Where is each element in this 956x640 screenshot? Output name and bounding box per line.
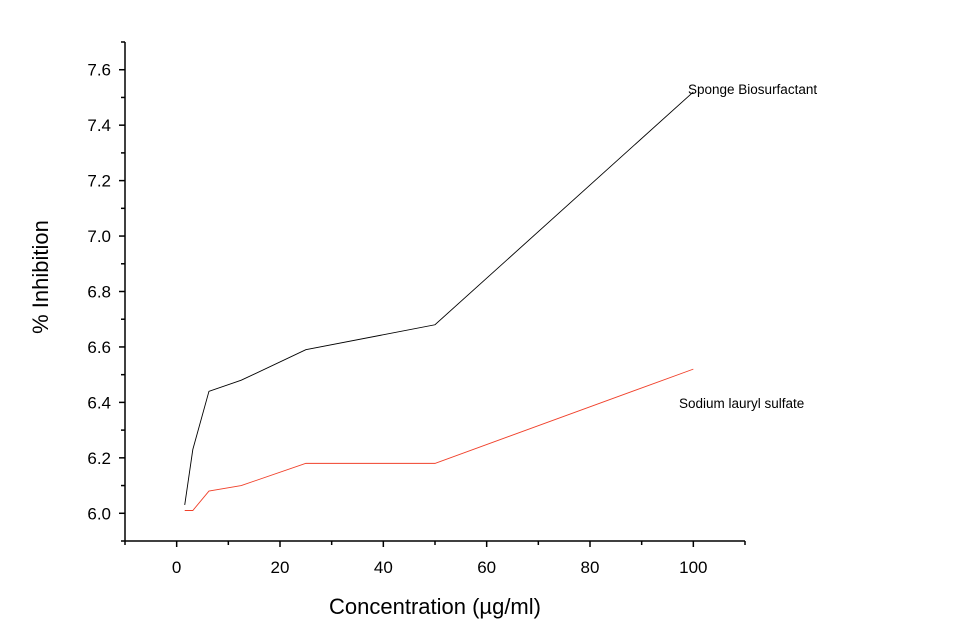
- axes: 0 20 40 60 80 100 6.0 6.2 6.4 6.6 6.8 7.0 7.2 7.4 7.6: [87, 41, 746, 577]
- series-line-sponge-biosurfactant: [184, 91, 694, 506]
- x-tick-label: 20: [271, 558, 290, 577]
- y-tick-label: 7.6: [87, 61, 111, 80]
- x-tick-label: 60: [477, 558, 496, 577]
- series-group: [184, 91, 694, 511]
- series-line-sodium-lauryl-sulfate: [184, 368, 694, 511]
- x-tick-label: 100: [679, 558, 707, 577]
- y-axis-label: % Inhibition: [28, 220, 53, 334]
- x-tick-label: 80: [581, 558, 600, 577]
- y-tick-label: 6.4: [87, 393, 111, 412]
- y-tick-label: 7.2: [87, 172, 111, 191]
- y-tick-label: 6.8: [87, 283, 111, 302]
- y-tick-label: 7.0: [87, 227, 111, 246]
- y-tick-label: 6.6: [87, 338, 111, 357]
- series-label-sodium-lauryl-sulfate: Sodium lauryl sulfate: [679, 396, 804, 411]
- x-tick-label: 0: [172, 558, 181, 577]
- y-tick-label: 6.2: [87, 449, 111, 468]
- x-tick-label: 40: [374, 558, 393, 577]
- x-axis-label: Concentration (µg/ml): [329, 594, 541, 619]
- series-label-sponge-biosurfactant: Sponge Biosurfactant: [688, 82, 817, 97]
- y-tick-label: 6.0: [87, 504, 111, 523]
- y-tick-label: 7.4: [87, 116, 111, 135]
